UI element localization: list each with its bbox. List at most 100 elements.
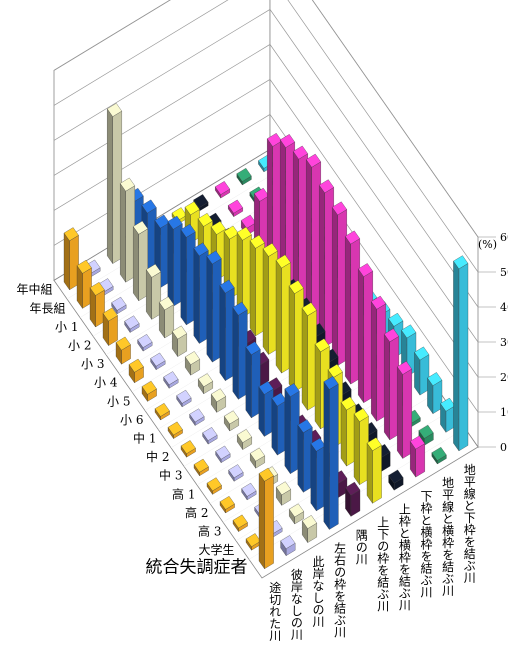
bar-14-6 — [340, 396, 356, 467]
bar-1-3 — [106, 103, 123, 265]
bar-top — [258, 380, 274, 395]
bar-12-3 — [249, 447, 266, 469]
bar-top — [427, 372, 443, 386]
bar-side — [249, 240, 256, 337]
bar-top — [414, 346, 430, 361]
bar-8-1 — [154, 402, 170, 421]
bar-top — [353, 408, 369, 422]
bar-top — [132, 220, 149, 235]
bar-14-10 — [427, 372, 443, 415]
bar-top — [301, 515, 318, 529]
bar-top — [331, 201, 348, 216]
bar-top — [111, 296, 127, 311]
bar-top — [327, 363, 343, 378]
bar-top — [206, 477, 222, 492]
bar-top — [158, 296, 175, 311]
bar-top — [214, 181, 231, 195]
column-label-3: 此岸なしの川 — [311, 555, 325, 627]
bar-side — [314, 343, 321, 430]
bar-top — [236, 429, 253, 443]
bar-top — [275, 481, 292, 496]
bar-top — [345, 481, 361, 496]
bar-front — [415, 443, 425, 478]
bar-top — [245, 341, 261, 356]
bar-side — [366, 442, 373, 504]
bar-top — [197, 373, 214, 388]
bar-6-1 — [128, 358, 144, 384]
bar-top — [210, 388, 227, 403]
bar-top — [102, 307, 118, 322]
bar-top — [232, 514, 248, 529]
bar-10-4 — [245, 341, 261, 419]
bar-top — [180, 440, 196, 454]
bar-2-1 — [76, 259, 92, 309]
bar-top — [115, 336, 131, 351]
bar-side — [371, 301, 377, 422]
bar-side — [262, 248, 269, 355]
bar-9-1 — [167, 421, 183, 440]
bar-top — [184, 351, 201, 365]
bar-side — [301, 307, 308, 411]
gridline — [53, 0, 479, 273]
bar-top — [219, 495, 235, 510]
bar-9-4 — [232, 301, 248, 400]
bar-side — [288, 285, 295, 393]
gridline — [53, 43, 479, 343]
bar-6-3 — [171, 325, 188, 358]
bar-side — [319, 184, 325, 348]
column-label-1: 途切れた川 — [268, 580, 282, 641]
row-label-13: 高 2 — [185, 505, 208, 520]
bar-top — [193, 242, 209, 257]
bar-4-1 — [102, 307, 118, 347]
column-label-4: 左右の枠を結ぶ川 — [333, 541, 347, 638]
bar-top — [106, 103, 123, 117]
bar-top — [223, 410, 240, 425]
row-label-9: 中 1 — [133, 431, 156, 446]
bar-side — [297, 424, 304, 493]
z-tick-label: 60 — [500, 231, 508, 244]
bar-top — [284, 383, 300, 397]
bar-side — [180, 229, 187, 326]
bar-12-2 — [228, 464, 244, 482]
bar-top — [63, 227, 79, 242]
bar-front — [372, 445, 382, 504]
gridline — [53, 0, 479, 238]
z-tick-label: 40 — [500, 301, 508, 314]
bar-top — [236, 226, 252, 241]
bar-top — [314, 338, 330, 353]
z-tick-label: 0 — [500, 441, 507, 454]
bar-side — [245, 346, 252, 419]
bar-side — [353, 413, 360, 486]
bar-13-4 — [284, 383, 300, 475]
bar-top — [193, 194, 209, 208]
z-tick-label: 30 — [500, 336, 508, 349]
bar-16-2 — [280, 535, 296, 557]
bar-top — [409, 435, 426, 450]
bar-4-4 — [167, 215, 183, 307]
bar-top — [206, 250, 222, 265]
row-label-12: 高 1 — [172, 486, 195, 501]
bar-top — [383, 328, 400, 343]
bar-top — [124, 315, 140, 330]
bar-side — [332, 206, 338, 366]
column-label-5: 隅の川 — [354, 529, 368, 565]
bar-top — [323, 375, 339, 390]
gridline — [53, 8, 479, 308]
bar-side — [219, 284, 226, 382]
bar-1-1 — [63, 227, 79, 291]
bar-side — [397, 366, 403, 459]
bar-top — [236, 167, 252, 182]
bar-front — [329, 383, 339, 530]
bar-side — [107, 108, 113, 265]
row-label-11: 中 3 — [159, 468, 182, 483]
bar-side — [453, 260, 460, 452]
bar-12-4 — [271, 392, 287, 456]
column-label-8: 下枠と横枠を結ぶ川 — [419, 490, 433, 598]
bar-16-1 — [258, 467, 274, 570]
bar-5-3 — [158, 296, 175, 339]
bar-11-8 — [344, 230, 361, 385]
bar-1-9 — [236, 167, 252, 186]
bar-9-3 — [210, 388, 227, 413]
bar-side — [323, 381, 330, 530]
bar-11-6 — [301, 302, 317, 411]
